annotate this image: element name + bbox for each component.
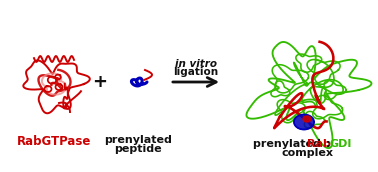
Text: GDI: GDI xyxy=(330,139,352,149)
Text: :: : xyxy=(326,139,330,149)
Text: ligation: ligation xyxy=(174,67,218,77)
Text: prenylated: prenylated xyxy=(104,135,172,145)
Ellipse shape xyxy=(303,116,311,122)
Text: complex: complex xyxy=(282,148,334,158)
Text: +: + xyxy=(93,73,107,91)
Text: Rab: Rab xyxy=(307,139,331,149)
Text: RabGTPase: RabGTPase xyxy=(17,135,91,148)
Text: in vitro: in vitro xyxy=(175,59,217,69)
Text: prenylated: prenylated xyxy=(253,139,325,149)
Ellipse shape xyxy=(294,115,314,130)
Text: peptide: peptide xyxy=(114,144,162,154)
